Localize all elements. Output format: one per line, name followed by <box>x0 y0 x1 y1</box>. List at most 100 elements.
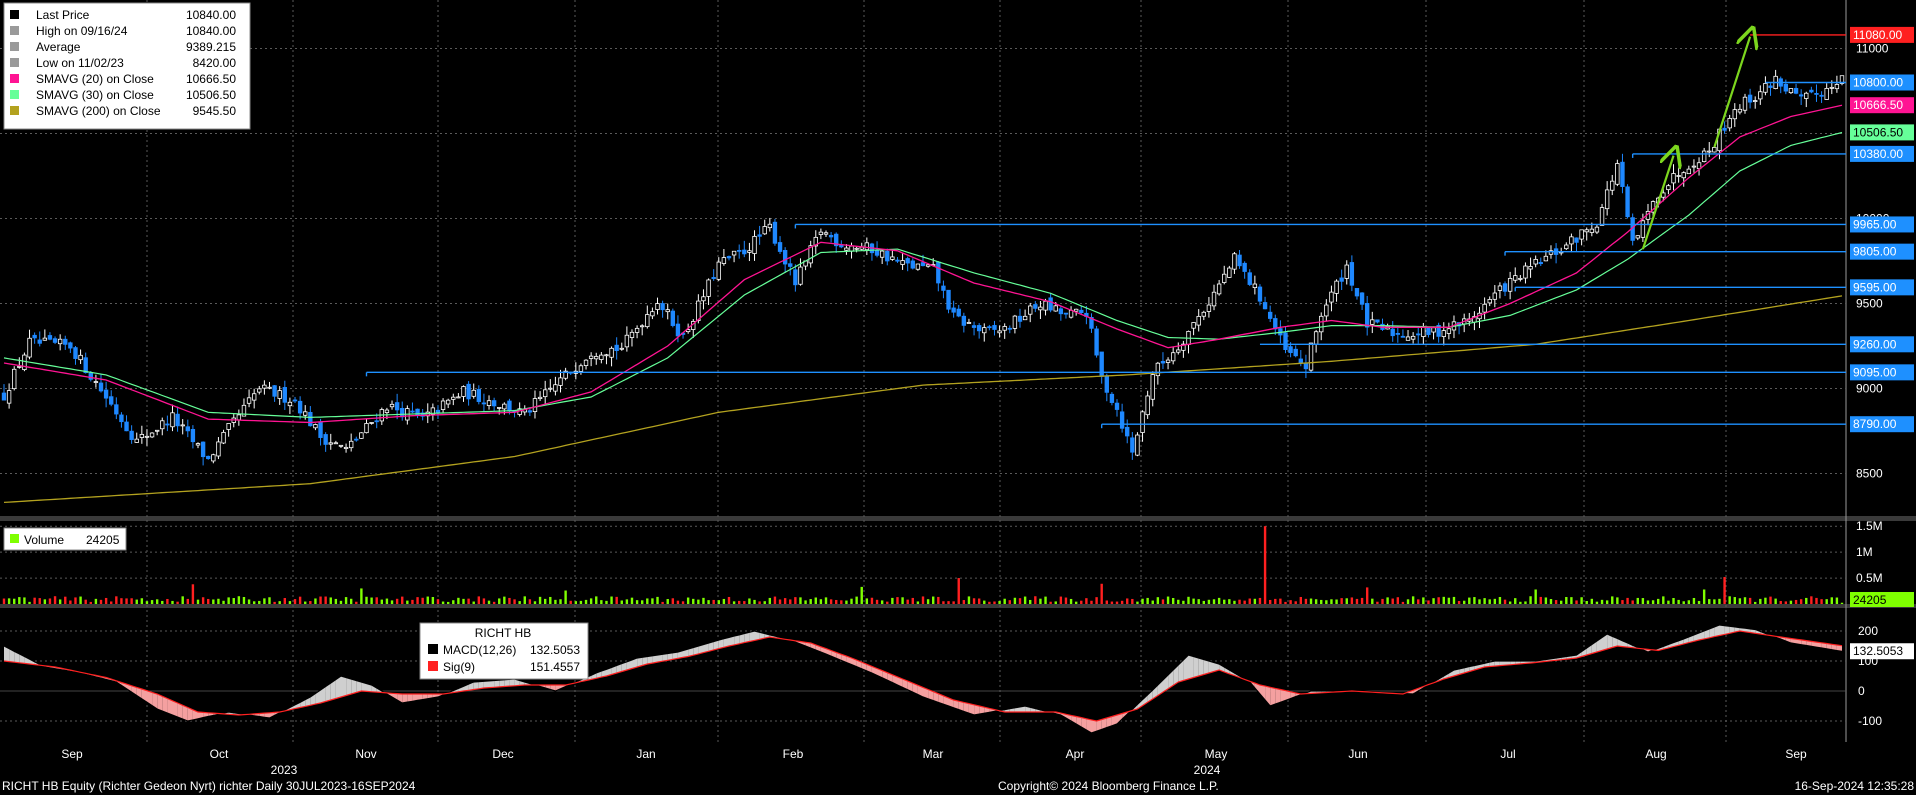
volume-bar <box>161 600 164 604</box>
candle-body <box>1344 264 1349 279</box>
volume-bar <box>1064 597 1068 604</box>
price-legend-box <box>3 2 251 130</box>
candle-body <box>98 382 104 392</box>
volume-bar <box>227 597 230 604</box>
candle-body <box>588 355 594 359</box>
candle-body <box>175 413 180 427</box>
volume-bar <box>1769 596 1772 604</box>
price-level-label-text: 10380.00 <box>1853 147 1903 161</box>
candle-body <box>17 366 22 368</box>
legend-label: Last Price <box>36 8 90 22</box>
candle-body <box>1599 207 1605 226</box>
volume-bar <box>1100 583 1103 604</box>
candle-body <box>1043 300 1048 311</box>
candle-body <box>1707 150 1712 153</box>
candle-body <box>925 264 931 267</box>
volume-bar <box>1427 600 1430 604</box>
macd-fill <box>489 680 495 688</box>
macd-fill <box>1714 625 1720 637</box>
volume-bar <box>1488 599 1491 604</box>
x-month-label: Apr <box>1066 747 1085 761</box>
volume-bar <box>1432 598 1435 604</box>
macd-fill <box>1173 665 1179 686</box>
price-level-label-text: 9965.00 <box>1853 217 1897 231</box>
volume-legend-label: Volume <box>24 533 64 547</box>
volume-bar <box>564 590 567 604</box>
candle-body <box>808 245 813 264</box>
volume-bar <box>1452 596 1456 604</box>
volume-bar <box>1692 597 1696 604</box>
candle-body <box>1574 237 1579 243</box>
volume-bar <box>1713 599 1716 604</box>
candle-body <box>946 289 951 310</box>
volume-bar <box>865 598 869 604</box>
macd-fill <box>948 697 954 708</box>
volume-bar <box>1575 600 1578 604</box>
candle-body <box>1206 304 1212 312</box>
macd-fill <box>958 701 964 712</box>
volume-bar <box>778 599 782 604</box>
candle-body <box>1594 226 1600 233</box>
candle-body <box>757 234 762 237</box>
candle-body <box>328 442 333 445</box>
candle-body <box>1819 94 1824 97</box>
volume-bar <box>799 597 802 604</box>
macd-fill <box>1066 714 1072 721</box>
candle-body <box>1487 299 1492 304</box>
macd-fill <box>1178 660 1184 682</box>
volume-bar <box>467 598 470 604</box>
macd-fill <box>1729 626 1735 634</box>
volume-bar <box>1248 598 1251 604</box>
volume-bar <box>875 599 879 604</box>
volume-bar <box>1059 596 1063 604</box>
volume-bar <box>906 599 909 604</box>
candle-body <box>1763 83 1768 93</box>
candle-body <box>594 356 599 360</box>
volume-bar <box>1611 596 1614 604</box>
volume-bar <box>574 601 578 604</box>
candle-body <box>1834 84 1840 90</box>
candle-body <box>1426 327 1431 335</box>
macd-fill <box>1254 683 1260 694</box>
candle-body <box>1814 93 1819 95</box>
candle-body <box>354 438 359 441</box>
volume-bar <box>1754 601 1757 604</box>
candle-body <box>1793 87 1799 94</box>
macd-fill <box>693 646 699 656</box>
candle-body <box>52 338 58 343</box>
candle-body <box>1007 327 1012 330</box>
macd-fill <box>341 676 347 697</box>
macd-fill <box>591 673 597 680</box>
price-legend: Last Price 10840.00 High on 09/16/24 10840.… <box>3 2 251 130</box>
volume-tick-label: 0.5M <box>1856 571 1883 585</box>
candle-body <box>1247 272 1252 285</box>
volume-bar <box>1748 597 1752 604</box>
volume-bar <box>411 599 414 604</box>
price-level-label: 10506.50 <box>1850 124 1914 141</box>
volume-bar <box>457 597 460 604</box>
price-level-label-bg <box>1850 279 1914 296</box>
volume-bar <box>967 596 971 604</box>
candle-body <box>1584 229 1589 233</box>
volume-bar <box>916 601 920 604</box>
candle-body <box>1073 308 1079 312</box>
macd-fill <box>147 690 153 706</box>
candle-body <box>1370 319 1375 325</box>
candle-body <box>1298 358 1303 364</box>
candle-body <box>134 438 139 443</box>
volume-bar <box>748 598 751 604</box>
price-level-label-bg <box>1850 243 1914 260</box>
volume-bar <box>1784 601 1788 604</box>
volume-bar <box>1702 589 1706 604</box>
volume-bar <box>1687 600 1691 604</box>
volume-bar <box>446 601 450 604</box>
volume-bar <box>554 599 557 604</box>
candle-body <box>1625 186 1630 218</box>
volume-bar <box>1253 598 1257 604</box>
macd-last-label-text: 132.5053 <box>1853 644 1903 658</box>
volume-bar <box>115 596 118 604</box>
volume-legend-value: 24205 <box>86 533 120 547</box>
volume-bar <box>1417 599 1420 604</box>
volume-bar <box>1177 599 1180 604</box>
volume-bar <box>304 601 307 604</box>
